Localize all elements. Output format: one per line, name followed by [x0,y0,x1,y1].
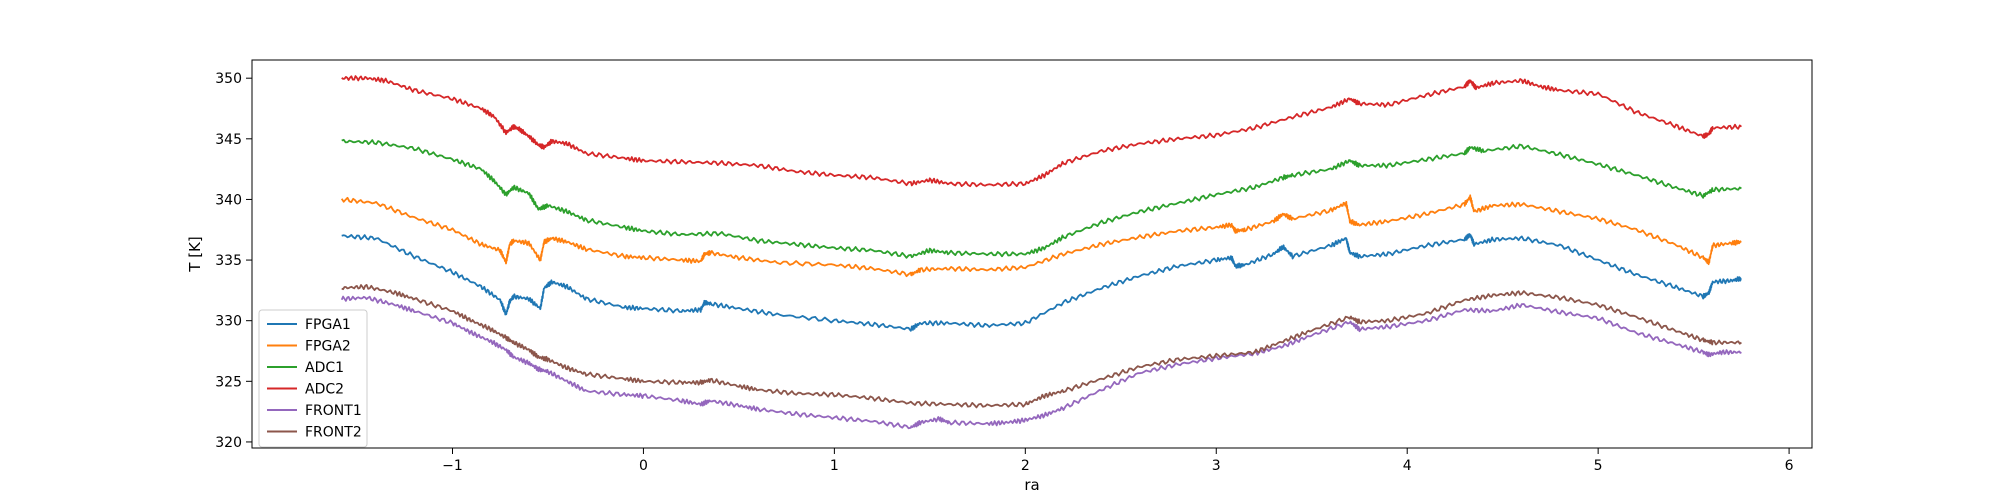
y-axis-label: T [K] [186,236,204,272]
legend-label-front2: FRONT2 [305,425,362,441]
x-tick-label: 3 [1212,458,1221,474]
legend: FPGA1 FPGA2 ADC1 ADC2 FRONT1 FRONT2 [258,309,368,448]
y-tick-label: 340 [215,192,242,208]
y-axis-ticks: 320 325 330 335 340 345 350 [215,71,252,451]
x-tick-label: −1 [442,458,463,474]
x-tick-label: 5 [1594,458,1603,474]
series-layer [340,75,1742,430]
legend-label-front1: FRONT1 [305,403,362,419]
series-line-front1 [340,295,1742,430]
x-tick-label: 2 [1021,458,1030,474]
y-tick-label: 335 [215,253,242,269]
legend-label-fpga2: FPGA2 [305,339,351,355]
series-line-adc2 [341,75,1742,188]
y-tick-label: 325 [215,374,242,390]
x-tick-label: 0 [639,458,648,474]
series-line-fpga2 [340,194,1742,278]
x-axis-ticks: −1 0 1 2 3 4 5 6 [442,448,1794,474]
series-line-fpga1 [341,233,1742,332]
plot-frame [251,59,1813,449]
legend-label-adc2: ADC2 [305,382,344,398]
legend-box [258,309,368,448]
x-tick-label: 6 [1785,458,1794,474]
y-tick-label: 330 [215,314,242,330]
series-line-front2 [341,283,1742,409]
y-tick-label: 350 [215,71,242,87]
x-tick-label: 4 [1403,458,1412,474]
x-axis-label: ra [1024,476,1039,494]
y-tick-label: 320 [215,435,242,451]
legend-label-adc1: ADC1 [305,360,344,376]
legend-label-fpga1: FPGA1 [305,317,351,333]
y-tick-label: 345 [215,132,242,148]
series-line-adc1 [341,138,1742,259]
x-tick-label: 1 [830,458,839,474]
